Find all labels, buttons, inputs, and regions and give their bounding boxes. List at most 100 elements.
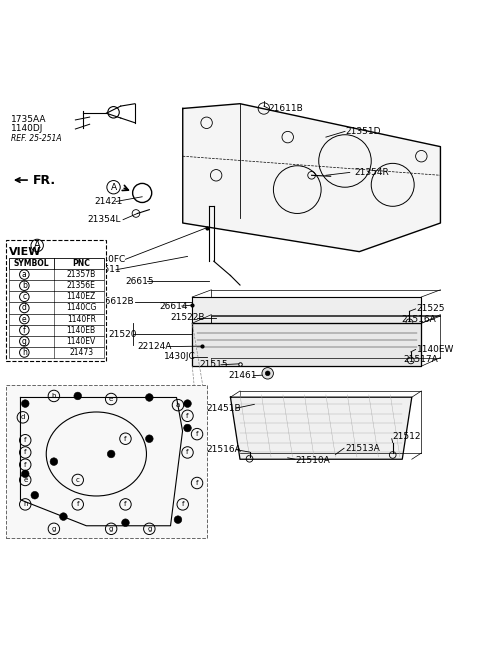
Text: g: g [22, 337, 27, 346]
Text: REF. 25-251A: REF. 25-251A [11, 134, 61, 143]
Text: 26611: 26611 [92, 265, 120, 274]
Text: 26615: 26615 [125, 277, 154, 286]
Text: e: e [23, 477, 27, 483]
Text: h: h [22, 348, 27, 357]
Text: 21525: 21525 [417, 304, 445, 314]
Text: b: b [22, 281, 27, 290]
Polygon shape [192, 323, 421, 366]
Text: a: a [22, 270, 27, 279]
Text: 21516A: 21516A [401, 315, 436, 324]
Text: e: e [22, 315, 27, 323]
Circle shape [50, 458, 58, 466]
Text: f: f [181, 501, 184, 507]
Text: c: c [22, 293, 26, 301]
Text: 26612B: 26612B [99, 297, 134, 306]
Circle shape [31, 491, 38, 499]
Circle shape [22, 400, 29, 407]
Text: 21354R: 21354R [355, 168, 389, 177]
Polygon shape [183, 104, 441, 252]
Text: 21522B: 21522B [171, 313, 205, 322]
Circle shape [74, 392, 82, 400]
Text: f: f [23, 326, 26, 335]
Bar [9, 325, 104, 336]
Text: e: e [109, 396, 113, 402]
Text: 26614: 26614 [159, 302, 187, 310]
Text: 21356E: 21356E [67, 281, 96, 290]
Text: f: f [196, 431, 198, 437]
Text: 1140EZ: 1140EZ [67, 293, 96, 301]
Text: f: f [76, 501, 79, 507]
Text: h: h [23, 501, 27, 507]
Circle shape [174, 516, 182, 523]
Circle shape [262, 367, 274, 379]
Text: SYMBOL: SYMBOL [13, 259, 49, 268]
Text: 21510A: 21510A [295, 456, 330, 465]
FancyBboxPatch shape [6, 385, 206, 538]
Text: f: f [186, 449, 189, 455]
Text: f: f [24, 449, 26, 455]
Text: 1140FC: 1140FC [92, 255, 126, 264]
Polygon shape [230, 397, 412, 459]
Circle shape [108, 450, 115, 458]
Text: 21354L: 21354L [87, 215, 121, 224]
Text: 21357B: 21357B [67, 270, 96, 279]
Text: 1430JC: 1430JC [164, 352, 195, 361]
Text: 21520: 21520 [109, 330, 137, 338]
Text: 21513A: 21513A [345, 443, 380, 453]
FancyArrowPatch shape [15, 178, 27, 182]
Text: f: f [124, 436, 127, 441]
Text: d: d [22, 304, 27, 312]
Text: g: g [147, 526, 152, 532]
Circle shape [184, 400, 192, 407]
Text: f: f [196, 480, 198, 486]
Circle shape [145, 394, 153, 401]
Text: g: g [109, 526, 113, 532]
Text: f: f [186, 413, 189, 419]
Text: 21516A: 21516A [206, 445, 241, 454]
Text: 1140EV: 1140EV [67, 337, 96, 346]
Bar [9, 269, 104, 280]
Text: a: a [176, 402, 180, 408]
Text: 21515: 21515 [199, 360, 228, 369]
Text: 1140EB: 1140EB [67, 326, 96, 335]
FancyBboxPatch shape [6, 239, 107, 361]
Bar [9, 347, 104, 358]
Text: 22124A: 22124A [137, 342, 172, 351]
Text: f: f [24, 438, 26, 443]
Text: VIEW: VIEW [9, 247, 41, 257]
Text: PNC: PNC [72, 259, 90, 268]
Text: f: f [24, 462, 26, 468]
Text: 1140EW: 1140EW [417, 345, 454, 354]
Text: d: d [21, 415, 25, 420]
Bar [9, 336, 104, 347]
Bar [9, 280, 104, 291]
Text: c: c [76, 477, 80, 483]
Text: 1140FR: 1140FR [67, 315, 96, 323]
Text: 1140DJ: 1140DJ [11, 125, 43, 134]
Circle shape [145, 435, 153, 443]
Circle shape [265, 371, 270, 376]
Text: FR.: FR. [33, 174, 56, 186]
Text: 21512: 21512 [393, 432, 421, 441]
Circle shape [22, 470, 29, 478]
Circle shape [184, 424, 192, 432]
Text: 21421: 21421 [95, 197, 123, 206]
Circle shape [121, 519, 129, 527]
Text: 21473: 21473 [69, 348, 93, 357]
Text: 1735AA: 1735AA [11, 115, 47, 125]
Text: A: A [110, 183, 117, 192]
Text: 21461: 21461 [228, 371, 257, 380]
Text: 1140CG: 1140CG [66, 304, 96, 312]
Bar [9, 314, 104, 325]
Bar [9, 302, 104, 314]
Text: 21517A: 21517A [403, 354, 438, 363]
Bar [9, 291, 104, 302]
Bar [9, 258, 104, 269]
Text: A: A [34, 241, 40, 251]
Text: g: g [52, 526, 56, 532]
Text: f: f [124, 501, 127, 507]
Text: 21351D: 21351D [345, 127, 381, 136]
Text: 21611B: 21611B [269, 104, 303, 113]
Circle shape [60, 513, 67, 520]
Polygon shape [192, 297, 421, 323]
